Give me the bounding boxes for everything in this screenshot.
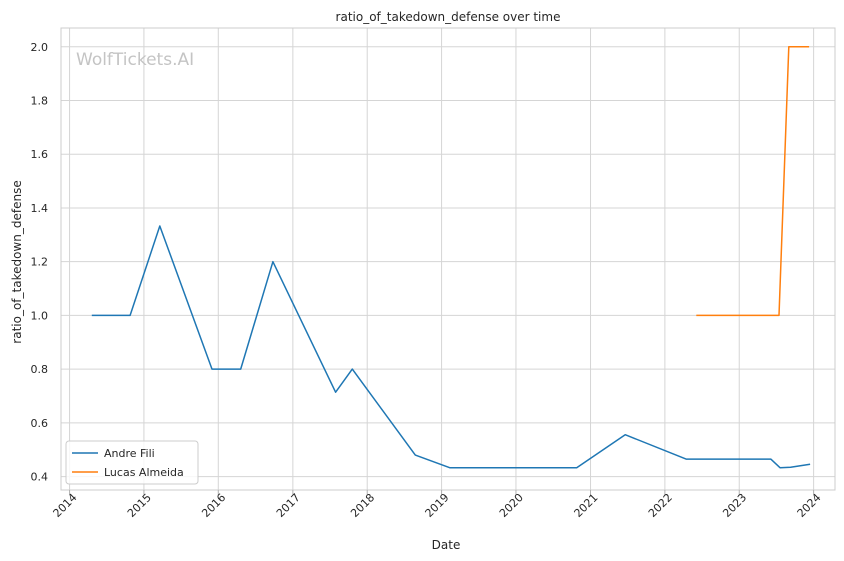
x-tick-label: 2017 [274,491,303,520]
x-tick-label: 2018 [348,491,377,520]
x-tick-label: 2019 [423,491,452,520]
grid-lines [61,28,835,490]
legend-label-andre-fili: Andre Fili [104,447,155,460]
x-tick-label: 2024 [795,491,824,520]
series-line-lucas-almeida [696,46,810,317]
x-tick-label: 2023 [720,491,749,520]
x-axis-ticks: 2014 2015 2016 2017 2018 2019 2020 2021 2022 2023… [51,490,824,520]
x-tick-label: 2015 [125,491,154,520]
legend: Andre Fili Lucas Almeida [65,440,199,485]
y-tick-label: 1.6 [31,148,49,161]
legend-box [65,440,199,485]
y-tick-label: 0.4 [31,471,49,484]
y-axis-ticks: 0.4 0.6 0.8 1.0 1.2 1.4 1.6 1.8 2.0 [31,41,49,484]
y-tick-label: 0.8 [31,363,49,376]
x-tick-label: 2014 [51,491,80,520]
x-tick-label: 2022 [646,491,675,520]
y-tick-label: 1.0 [31,309,49,322]
y-tick-label: 1.8 [31,95,49,108]
y-tick-label: 0.6 [31,417,49,430]
plot-area-frame [60,27,836,491]
y-tick-label: 2.0 [31,41,49,54]
y-axis-title: ratio_of_takedown_defense [10,180,24,343]
watermark-text: WolfTickets.AI [76,50,194,70]
x-tick-label: 2016 [199,491,228,520]
series-line-andre-fili [91,225,811,469]
y-tick-label: 1.2 [31,256,49,269]
series-lines [91,46,811,469]
x-tick-label: 2021 [572,491,601,520]
x-axis-title: Date [432,538,461,552]
legend-label-lucas-almeida: Lucas Almeida [104,466,184,479]
chart-title: ratio_of_takedown_defense over time [336,10,561,24]
y-tick-label: 1.4 [31,202,49,215]
x-tick-label: 2020 [497,491,526,520]
